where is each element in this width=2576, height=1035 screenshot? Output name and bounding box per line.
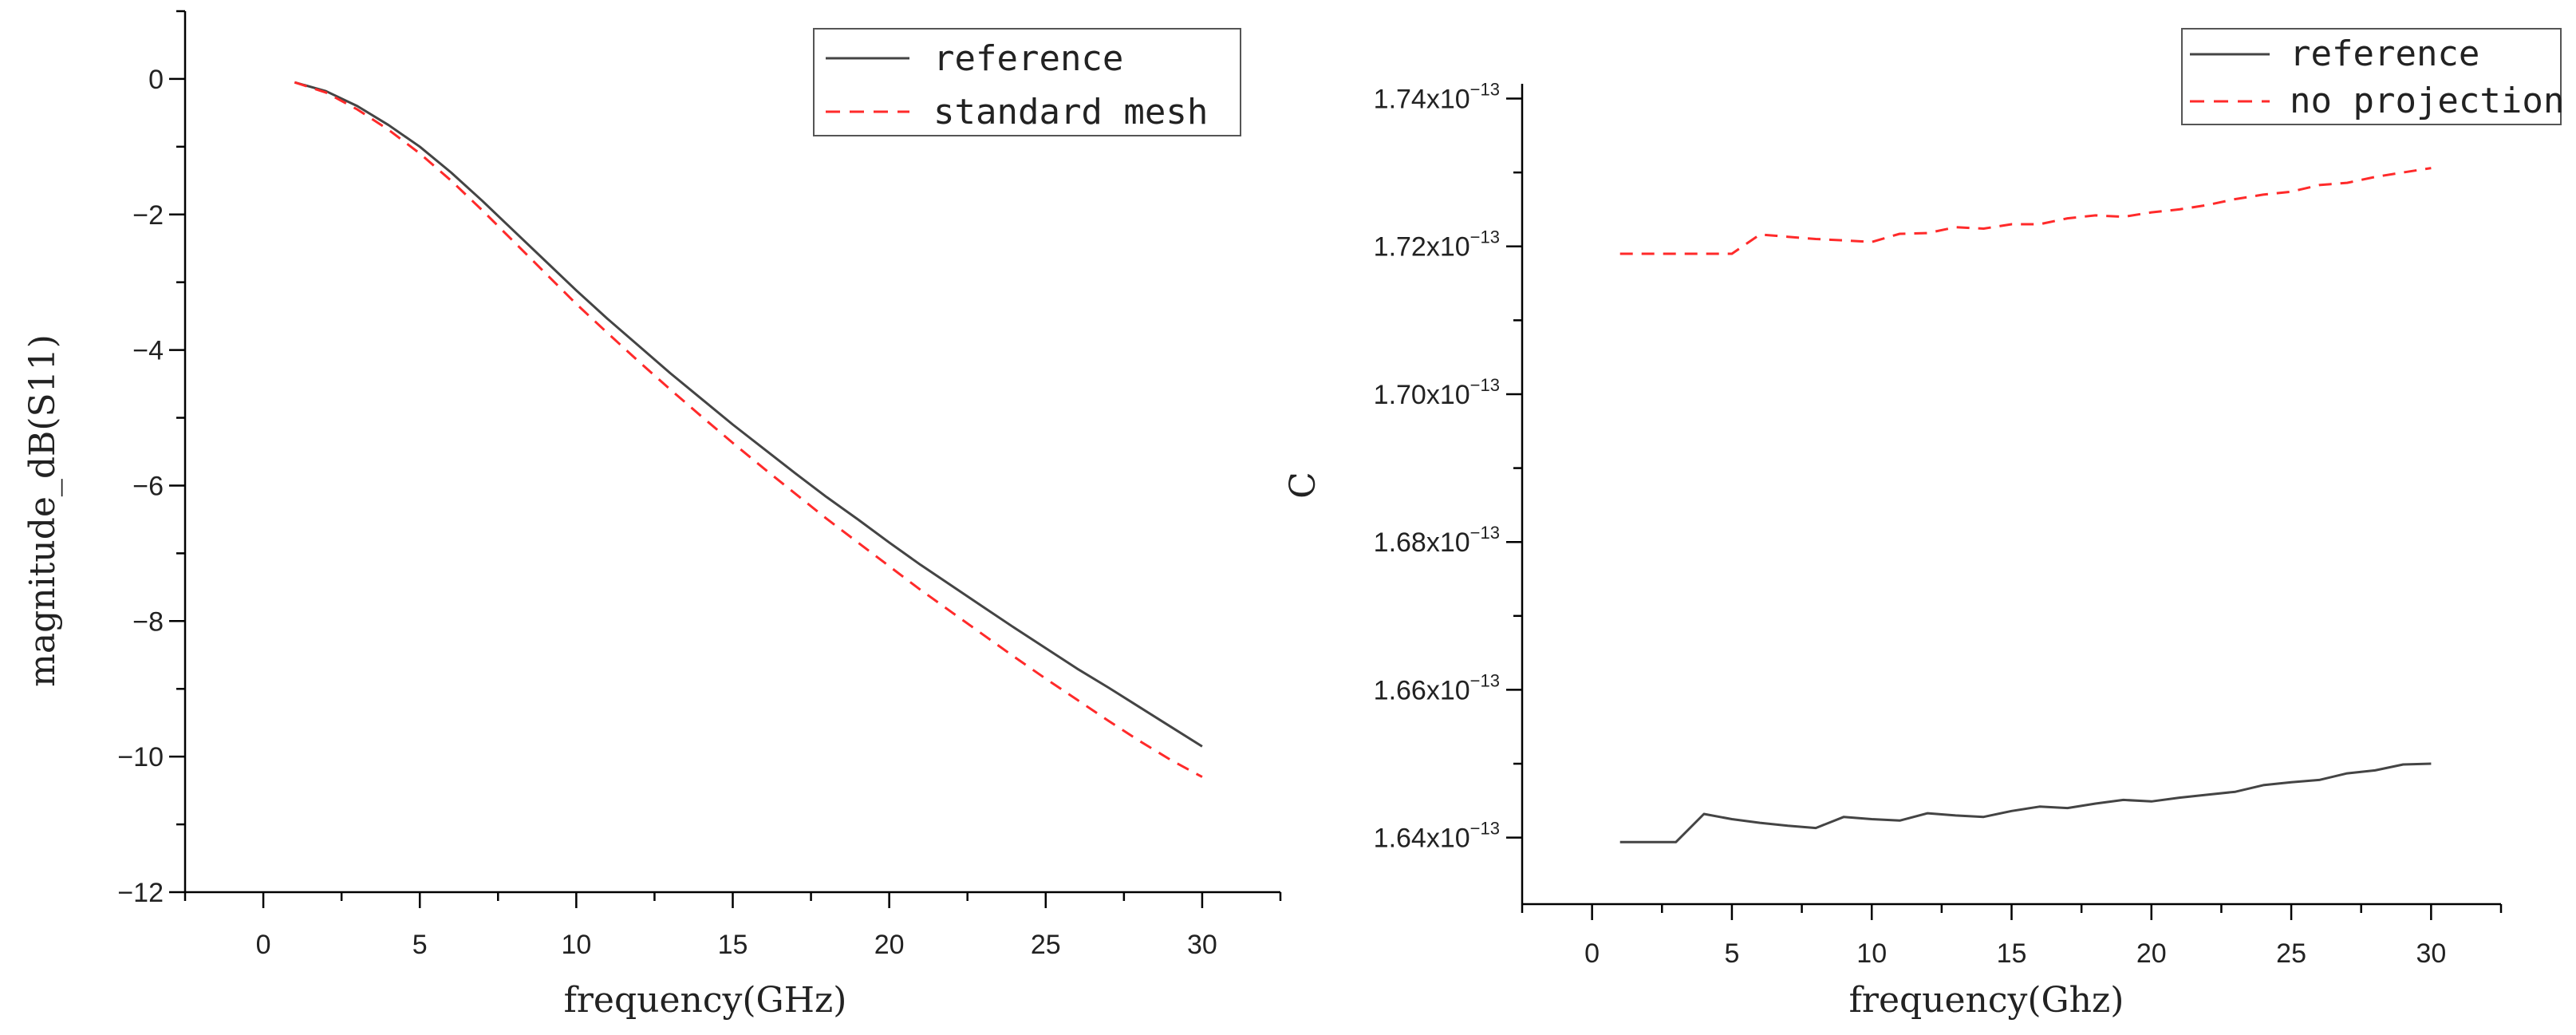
x-axis-title: frequency(GHz) bbox=[564, 980, 847, 1021]
plot-area: 0 5 10 15 20 25 30 1.64x10−13 1.66x10−13 1.68x10−… bbox=[1374, 80, 2503, 969]
legend: reference standard mesh bbox=[813, 28, 1241, 136]
x-axis-title: frequency(Ghz) bbox=[1849, 980, 2124, 1021]
chart-capacitance: 0 5 10 15 20 25 30 1.64x10−13 1.66x10−13 1.68x10−… bbox=[1283, 28, 2564, 1021]
y-tick-label: −6 bbox=[132, 471, 164, 501]
x-tick-label: 15 bbox=[718, 930, 748, 960]
x-tick-label: 30 bbox=[1187, 930, 1217, 960]
y-tick-label: 0 bbox=[148, 65, 164, 95]
legend-label-standard-mesh: standard mesh bbox=[933, 92, 1208, 132]
x-tick-label: 20 bbox=[2136, 938, 2167, 969]
x-tick-label: 25 bbox=[1031, 930, 1061, 960]
legend-box bbox=[813, 28, 1241, 136]
series-line-reference bbox=[294, 81, 1203, 748]
series-line-no-projection bbox=[1619, 167, 2432, 255]
x-tick-label: 10 bbox=[561, 930, 591, 960]
y-tick-label: 1.66x10−13 bbox=[1374, 670, 1500, 705]
x-tick-label: 5 bbox=[412, 930, 428, 960]
y-tick-label: 1.68x10−13 bbox=[1374, 523, 1500, 558]
y-axis-title: magnitude_dB(S11) bbox=[22, 334, 63, 687]
legend-label-no-projection: no projection bbox=[2290, 81, 2564, 121]
series-line-reference bbox=[1619, 762, 2432, 843]
y-tick-label: −8 bbox=[132, 606, 164, 637]
y-tick-label: 1.70x10−13 bbox=[1374, 375, 1500, 410]
legend-box bbox=[2181, 28, 2562, 125]
x-tick-label: 25 bbox=[2276, 938, 2306, 969]
x-tick-label: 15 bbox=[1997, 938, 2027, 969]
plot-area: 0 5 10 15 20 25 30 0 −2 −4 −6 −8 −10 −12 bbox=[117, 10, 1282, 960]
chart-s11: 0 5 10 15 20 25 30 0 −2 −4 −6 −8 −10 −12 reference st… bbox=[22, 10, 1282, 1021]
y-tick-label: −4 bbox=[132, 336, 164, 366]
x-tick-label: 0 bbox=[1584, 938, 1600, 969]
x-tick-label: 0 bbox=[256, 930, 271, 960]
y-tick-label: 1.64x10−13 bbox=[1374, 819, 1500, 854]
y-tick-label: 1.74x10−13 bbox=[1374, 80, 1500, 115]
y-axis-title: C bbox=[1283, 472, 1324, 499]
x-tick-label: 10 bbox=[1856, 938, 1887, 969]
x-tick-label: 5 bbox=[1724, 938, 1739, 969]
x-tick-label: 30 bbox=[2416, 938, 2446, 969]
series-line-standard-mesh bbox=[294, 81, 1203, 778]
x-tick-label: 20 bbox=[874, 930, 905, 960]
legend-label-reference: reference bbox=[2290, 34, 2479, 74]
legend-label-reference: reference bbox=[933, 38, 1123, 79]
y-tick-label: −12 bbox=[117, 878, 164, 908]
y-tick-label: 1.72x10−13 bbox=[1374, 227, 1500, 263]
y-tick-label: −2 bbox=[132, 200, 164, 231]
legend: reference no projection bbox=[2181, 28, 2564, 125]
y-tick-label: −10 bbox=[117, 742, 164, 772]
